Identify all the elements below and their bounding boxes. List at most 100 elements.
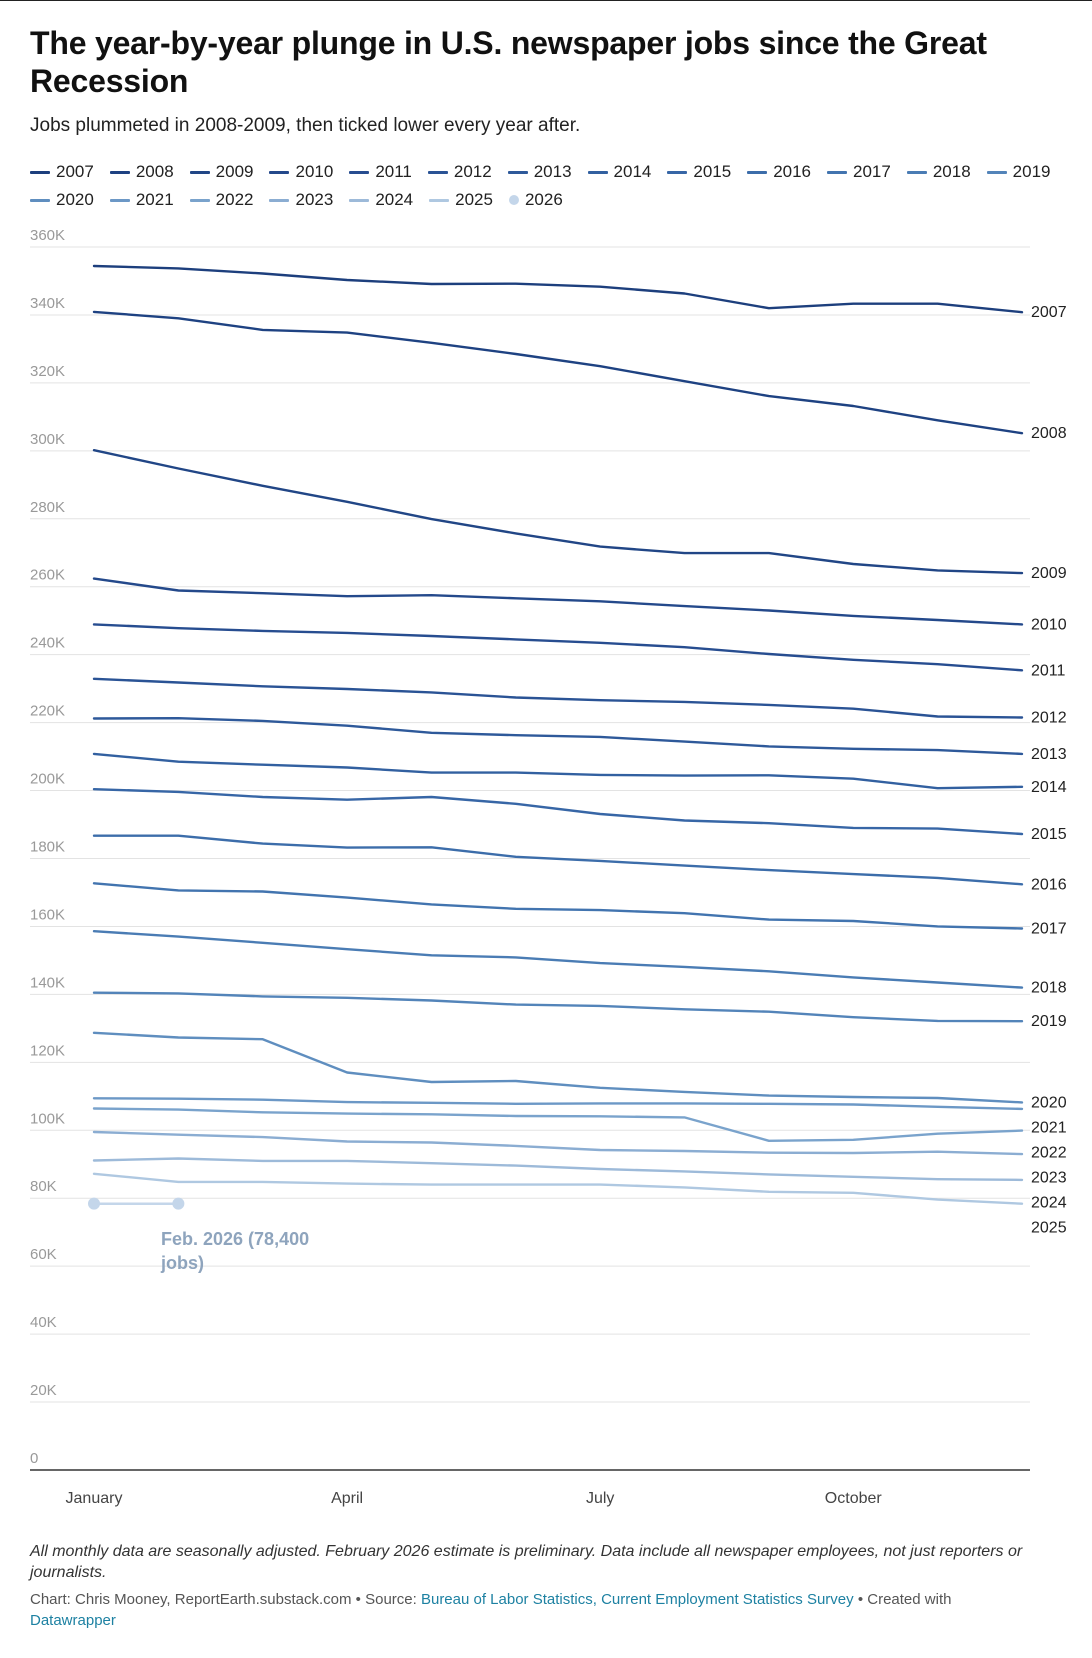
legend-item-2013: 2013 — [507, 162, 572, 182]
legend-label: 2017 — [853, 162, 891, 181]
legend-label: 2011 — [375, 162, 412, 181]
legend-label: 2025 — [455, 190, 493, 209]
legend-line-swatch — [349, 170, 370, 174]
series-line-2015 — [92, 788, 1024, 836]
end-label-2012: 2012 — [1031, 710, 1067, 727]
y-tick-label: 180K — [30, 839, 65, 856]
y-tick-label: 340K — [30, 295, 65, 312]
end-label-2019: 2019 — [1031, 1013, 1067, 1030]
legend-label: 2007 — [56, 162, 94, 181]
end-label-2023: 2023 — [1031, 1169, 1067, 1186]
end-label-2007: 2007 — [1031, 304, 1067, 321]
legend-label: 2018 — [932, 162, 971, 181]
legend-item-2009: 2009 — [189, 162, 253, 182]
legend-item-2015: 2015 — [667, 162, 731, 182]
datawrapper-link[interactable]: Datawrapper — [30, 1612, 116, 1629]
x-tick-label: April — [331, 1490, 363, 1507]
series-line-2017 — [92, 882, 1024, 930]
data-point-2026 — [88, 1197, 100, 1210]
legend-line-swatch — [667, 170, 688, 174]
legend-item-2021: 2021 — [109, 190, 174, 210]
series-line-2016 — [92, 834, 1024, 886]
legend-item-2025: 2025 — [429, 190, 493, 210]
series-line-2014 — [92, 752, 1024, 790]
credit-text: Chart: Chris Mooney, ReportEarth.substac… — [30, 1591, 421, 1608]
legend-line-swatch — [269, 170, 290, 174]
end-label-2015: 2015 — [1031, 826, 1067, 843]
legend-label: 2012 — [453, 162, 492, 181]
legend-item-2017: 2017 — [827, 162, 891, 182]
legend-item-2026: 2026 — [508, 190, 563, 210]
legend-label: 2024 — [375, 190, 414, 209]
series-line-2021 — [92, 1097, 1024, 1111]
y-tick-label: 220K — [30, 703, 65, 720]
end-label-2008: 2008 — [1031, 425, 1067, 442]
chart-credits: Chart: Chris Mooney, ReportEarth.substac… — [30, 1589, 1040, 1631]
legend-line-swatch — [30, 198, 50, 202]
legend-line-swatch — [109, 170, 130, 174]
end-label-2018: 2018 — [1031, 980, 1067, 997]
legend-row: 2020 2021 2022 2023 2024 2025 2026 — [30, 186, 1080, 214]
y-tick-label: 300K — [30, 431, 65, 448]
series-line-2010 — [92, 577, 1024, 626]
legend-dot-swatch — [508, 195, 519, 205]
legend-label: 2021 — [135, 190, 174, 209]
series-line-2023 — [92, 1130, 1024, 1156]
series-line-2011 — [92, 623, 1024, 672]
series-line-2024 — [92, 1157, 1024, 1182]
y-tick-label: 60K — [30, 1246, 57, 1263]
end-label-2021: 2021 — [1031, 1119, 1067, 1136]
created-with-text: • Created with — [853, 1591, 952, 1608]
end-label-2017: 2017 — [1031, 920, 1067, 937]
chart-title: The year-by-year plunge in U.S. newspape… — [30, 25, 987, 99]
x-tick-label: October — [825, 1490, 883, 1507]
legend-item-2007: 2007 — [30, 162, 94, 182]
legend-label: 2019 — [1012, 162, 1051, 181]
legend-line-swatch — [429, 198, 450, 202]
legend: 2007 2008 2009 2010 2011 2012 2013 2014 2015 2016… — [30, 158, 1080, 214]
legend-label: 2023 — [295, 190, 334, 209]
y-tick-label: 360K — [30, 227, 65, 244]
legend-line-swatch — [507, 170, 528, 174]
series-line-2013 — [92, 717, 1024, 756]
y-tick-label: 200K — [30, 771, 65, 788]
annotation: Feb. 2026 (78,400 jobs) — [160, 1229, 309, 1273]
y-tick-label: 240K — [30, 635, 65, 652]
y-tick-label: 0 — [30, 1450, 38, 1467]
series-line-2008 — [92, 310, 1024, 435]
legend-label: 2015 — [693, 162, 732, 181]
grid — [30, 246, 1030, 1471]
legend-item-2022: 2022 — [189, 190, 253, 210]
legend-line-swatch — [269, 198, 290, 202]
y-tick-label: 140K — [30, 974, 65, 991]
legend-item-2016: 2016 — [747, 162, 811, 182]
legend-item-2014: 2014 — [587, 162, 652, 182]
series-line-2020 — [92, 1031, 1024, 1104]
end-label-2022: 2022 — [1031, 1144, 1067, 1161]
y-tick-label: 260K — [30, 567, 65, 584]
y-tick-label: 80K — [30, 1178, 57, 1195]
legend-line-swatch — [349, 198, 370, 202]
legend-label: 2014 — [613, 162, 652, 181]
end-labels: 2007 2008 2009 2010 2011 2012 2013 2014 2015 2016… — [1031, 304, 1067, 1236]
legend-row: 2007 2008 2009 2010 2011 2012 2013 2014 2015 2016… — [30, 158, 1080, 186]
source-link[interactable]: Bureau of Labor Statistics, Current Empl… — [420, 1591, 854, 1608]
legend-line-swatch — [30, 170, 50, 174]
legend-item-2020: 2020 — [30, 190, 94, 210]
end-label-2014: 2014 — [1031, 779, 1067, 796]
legend-label: 2008 — [135, 162, 174, 181]
legend-label: 2010 — [295, 162, 334, 181]
legend-label: 2020 — [56, 190, 94, 209]
y-tick-label: 320K — [30, 363, 65, 380]
legend-line-swatch — [189, 198, 210, 202]
legend-item-2008: 2008 — [109, 162, 174, 182]
series-line-2007 — [92, 264, 1024, 314]
end-label-2010: 2010 — [1031, 616, 1067, 633]
end-label-2011: 2011 — [1031, 662, 1066, 679]
line-chart: 0 20K 40K 60K 80K 100K 120K 140K 160K 180K 200K 220… — [30, 227, 1067, 1507]
top-rule — [0, 0, 1092, 1]
y-tick-label: 40K — [30, 1314, 57, 1331]
legend-item-2018: 2018 — [906, 162, 971, 182]
legend-label: 2016 — [773, 162, 812, 181]
data-point-2026 — [172, 1197, 185, 1210]
